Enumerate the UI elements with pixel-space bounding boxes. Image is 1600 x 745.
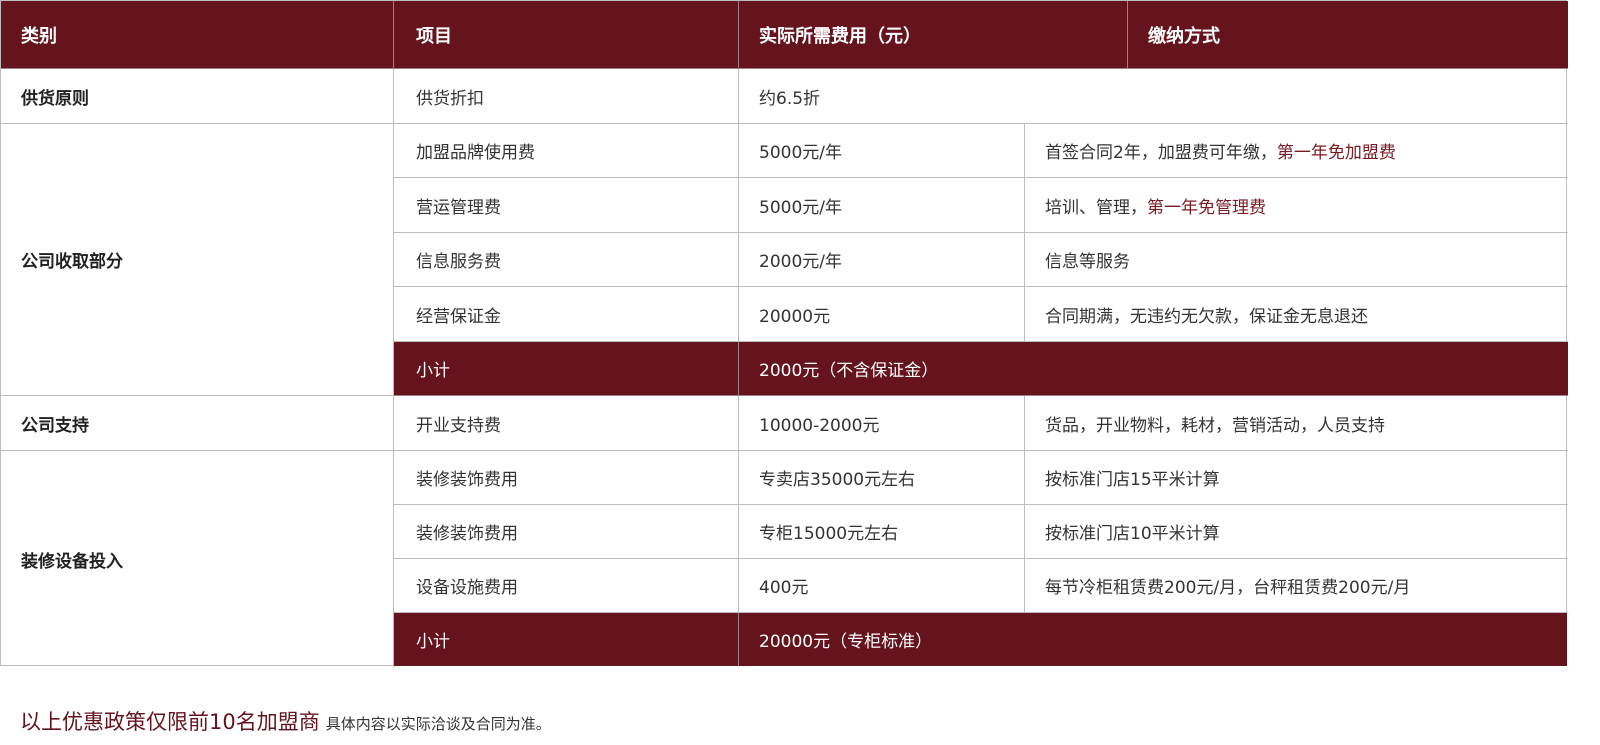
cost-cell: 5000元/年 <box>739 178 1025 233</box>
footer-highlight: 以上优惠政策仅限前10名加盟商 <box>20 710 320 734</box>
category-supply: 供货原则 <box>1 69 394 124</box>
payment-text: 首签合同2年，加盟费可年缴， <box>1045 143 1277 163</box>
footer-disclaimer: 具体内容以实际洽谈及合同为准。 <box>325 715 551 733</box>
category-support: 公司支持 <box>1 396 394 451</box>
item-cell: 开业支持费 <box>394 396 739 451</box>
item-cell: 设备设施费用 <box>394 559 739 613</box>
payment-cell: 货品，开业物料，耗材，营销活动，人员支持 <box>1025 396 1568 451</box>
payment-cell: 培训、管理， 第一年免管理费 <box>1025 178 1568 233</box>
item-cell: 信息服务费 <box>394 233 739 287</box>
cost-cell: 20000元 <box>739 287 1025 342</box>
payment-highlight: 第一年免加盟费 <box>1276 143 1396 163</box>
category-decor: 装修设备投入 <box>1 451 394 667</box>
payment-cell: 按标准门店10平米计算 <box>1025 505 1568 559</box>
cost-cell: 5000元/年 <box>739 124 1025 178</box>
footer-note: 以上优惠政策仅限前10名加盟商 具体内容以实际洽谈及合同为准。 <box>20 706 551 736</box>
header-item: 项目 <box>394 1 739 69</box>
subtotal-value: 2000元（不含保证金） <box>739 342 1568 396</box>
payment-highlight: 第一年免管理费 <box>1147 197 1266 218</box>
cost-cell: 约6.5折 <box>739 69 1568 124</box>
item-cell: 经营保证金 <box>394 287 739 342</box>
fee-table: 类别 项目 实际所需费用（元） 缴纳方式 供货原则 供货折扣 约6.5折 公司收… <box>0 0 1568 667</box>
subtotal-label: 小计 <box>394 342 739 396</box>
payment-cell: 按标准门店15平米计算 <box>1025 451 1568 505</box>
payment-text: 培训、管理， <box>1045 197 1147 218</box>
item-cell: 供货折扣 <box>394 69 739 124</box>
cost-cell: 专柜15000元左右 <box>739 505 1025 559</box>
header-category: 类别 <box>1 1 394 69</box>
item-cell: 装修装饰费用 <box>394 505 739 559</box>
subtotal-value: 20000元（专柜标准） <box>739 613 1567 666</box>
category-company: 公司收取部分 <box>1 124 394 396</box>
cost-cell: 专卖店35000元左右 <box>739 451 1025 505</box>
payment-cell: 首签合同2年，加盟费可年缴， 第一年免加盟费 <box>1025 124 1568 178</box>
item-cell: 营运管理费 <box>394 178 739 233</box>
payment-cell: 信息等服务 <box>1025 233 1568 287</box>
item-cell: 加盟品牌使用费 <box>394 124 739 178</box>
item-cell: 装修装饰费用 <box>394 451 739 505</box>
payment-cell: 每节冷柜租赁费200元/月，台秤租赁费200元/月 <box>1025 559 1568 613</box>
cost-cell: 400元 <box>739 559 1025 613</box>
cost-cell: 10000-2000元 <box>739 396 1025 451</box>
payment-cell: 合同期满，无违约无欠款，保证金无息退还 <box>1025 287 1568 342</box>
header-cost: 实际所需费用（元） <box>739 1 1128 69</box>
subtotal-label: 小计 <box>394 613 739 666</box>
cost-cell: 2000元/年 <box>739 233 1025 287</box>
header-payment: 缴纳方式 <box>1128 1 1568 69</box>
